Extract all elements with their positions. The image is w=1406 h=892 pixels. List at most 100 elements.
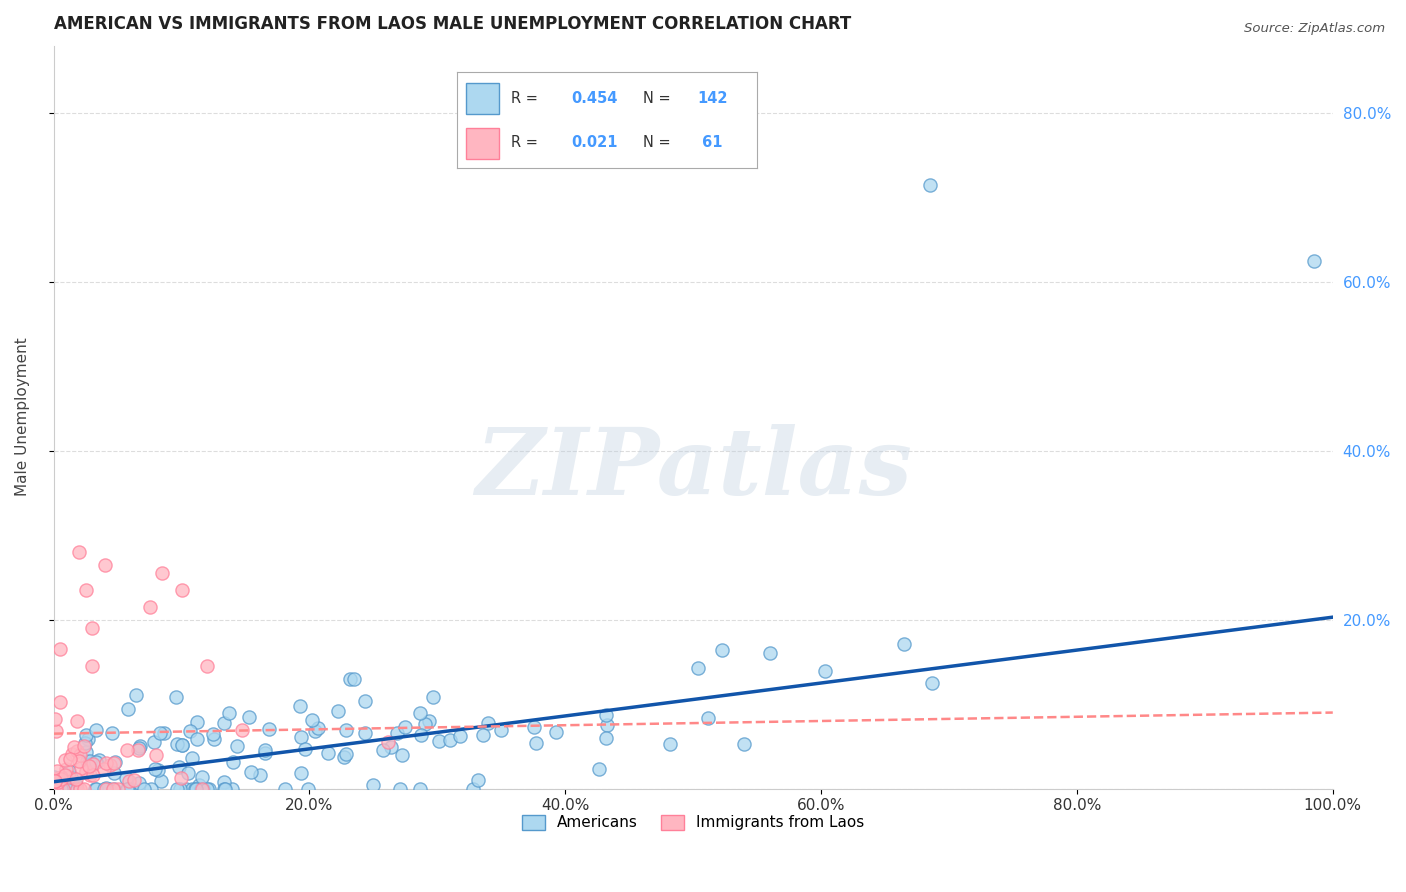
Point: [58, 764, 80, 779]
Point: [184, 781, 207, 796]
Point: [82, 757, 104, 772]
Point: [190, 781, 212, 796]
Text: Source: ZipAtlas.com: Source: ZipAtlas.com: [1244, 22, 1385, 36]
Point: [333, 750, 356, 764]
Point: [52, 781, 75, 796]
Point: [184, 781, 207, 796]
Point: [49, 772, 72, 786]
Point: [391, 747, 413, 762]
Point: [53, 753, 76, 767]
Point: [49, 642, 72, 657]
Point: [170, 583, 193, 598]
Point: [149, 726, 172, 740]
Point: [176, 781, 198, 796]
Point: [72, 739, 94, 753]
Point: [44, 774, 66, 789]
Point: [84, 723, 107, 737]
Point: [67, 754, 90, 768]
Point: [335, 723, 357, 737]
Legend: Americans, Immigrants from Laos: Americans, Immigrants from Laos: [516, 808, 870, 837]
Point: [84, 755, 107, 769]
Point: [66, 781, 89, 796]
Point: [389, 781, 412, 796]
Point: [418, 714, 440, 728]
Point: [80, 659, 103, 673]
Point: [409, 781, 432, 796]
Point: [122, 773, 145, 788]
Point: [274, 781, 297, 796]
Point: [153, 726, 176, 740]
Point: [103, 765, 125, 780]
Point: [48, 694, 70, 708]
Point: [169, 781, 191, 796]
Point: [75, 765, 97, 780]
Point: [523, 721, 546, 735]
Point: [149, 773, 172, 788]
Point: [422, 690, 444, 705]
Point: [658, 737, 681, 751]
Point: [239, 764, 262, 779]
Point: [165, 690, 187, 705]
Point: [93, 781, 115, 796]
Point: [132, 781, 155, 796]
Point: [97, 781, 120, 796]
Point: [75, 583, 97, 598]
Point: [76, 754, 98, 768]
Point: [79, 768, 101, 782]
Point: [921, 676, 943, 690]
Point: [294, 741, 316, 756]
Point: [524, 736, 547, 750]
Point: [231, 723, 253, 737]
Point: [166, 781, 188, 796]
Point: [75, 764, 97, 778]
Point: [60, 747, 83, 761]
Point: [181, 751, 204, 765]
Point: [202, 731, 225, 746]
Point: [297, 781, 319, 796]
Point: [170, 738, 193, 752]
Point: [172, 738, 194, 752]
Point: [44, 773, 66, 788]
Point: [80, 621, 103, 635]
Point: [371, 742, 394, 756]
Point: [63, 740, 86, 755]
Point: [145, 748, 167, 763]
Text: ZIPatlas: ZIPatlas: [475, 424, 911, 514]
Point: [94, 781, 117, 796]
Point: [93, 762, 115, 776]
Point: [893, 637, 915, 651]
Point: [42, 770, 65, 784]
Point: [46, 775, 69, 789]
Point: [477, 715, 499, 730]
Point: [48, 781, 70, 796]
Point: [316, 746, 339, 760]
Point: [290, 698, 312, 713]
Point: [143, 763, 166, 777]
Point: [94, 558, 117, 572]
Point: [491, 723, 513, 738]
Y-axis label: Male Unemployment: Male Unemployment: [15, 338, 30, 497]
Point: [96, 780, 118, 795]
Text: AMERICAN VS IMMIGRANTS FROM LAOS MALE UNEMPLOYMENT CORRELATION CHART: AMERICAN VS IMMIGRANTS FROM LAOS MALE UN…: [53, 15, 851, 33]
Point: [59, 751, 82, 765]
Point: [354, 725, 377, 739]
Point: [89, 753, 111, 767]
Point: [67, 545, 90, 559]
Point: [79, 755, 101, 769]
Point: [733, 737, 755, 751]
Point: [361, 778, 384, 792]
Point: [150, 566, 173, 581]
Point: [413, 717, 436, 731]
Point: [179, 723, 201, 738]
Point: [290, 730, 312, 744]
Point: [1302, 254, 1324, 268]
Point: [686, 661, 709, 675]
Point: [195, 781, 218, 796]
Point: [191, 781, 214, 796]
Point: [377, 735, 399, 749]
Point: [103, 756, 125, 771]
Point: [142, 735, 165, 749]
Point: [84, 781, 107, 796]
Point: [186, 715, 208, 730]
Point: [121, 781, 143, 796]
